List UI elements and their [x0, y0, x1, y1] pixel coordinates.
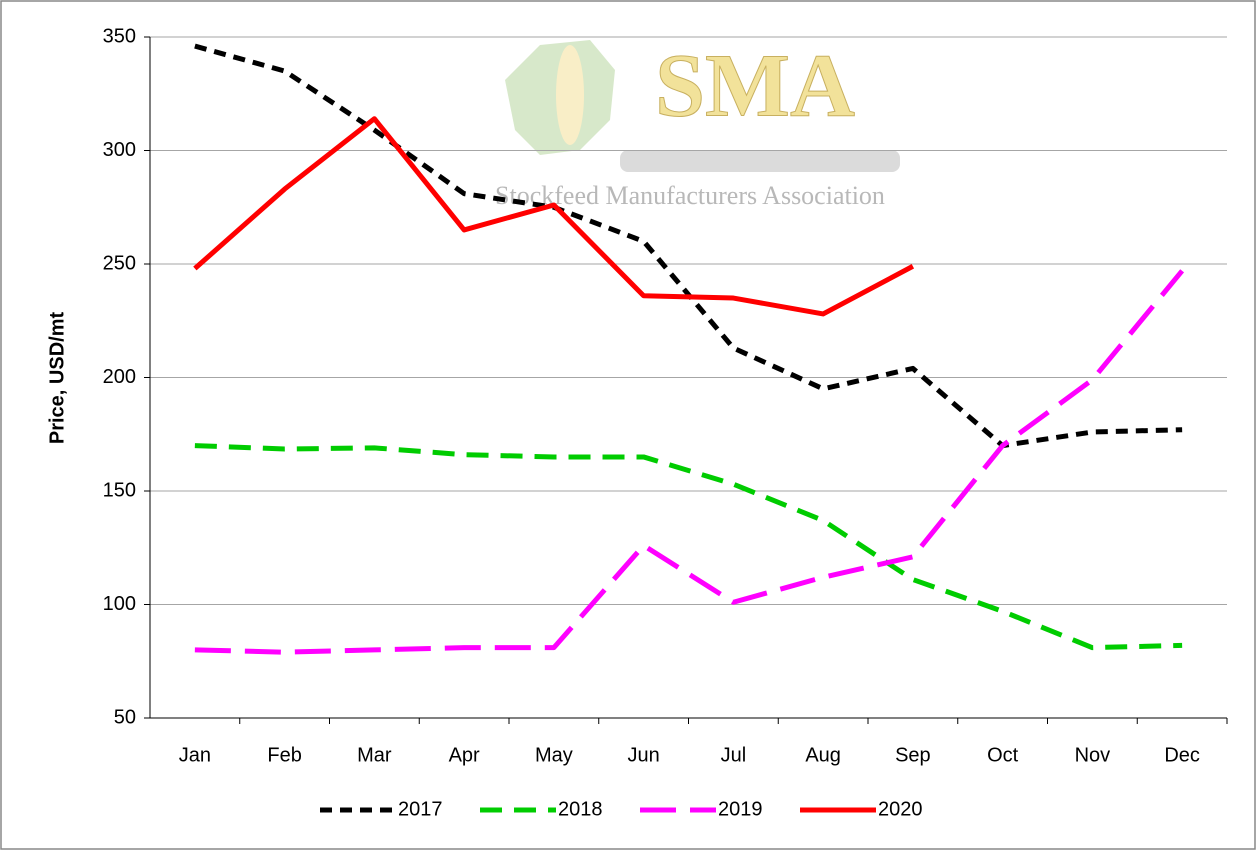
- legend-label: 2018: [558, 798, 603, 820]
- x-tick-label: May: [535, 744, 573, 766]
- watermark-title: SMA: [655, 37, 855, 136]
- x-tick-label: Jun: [628, 744, 660, 766]
- y-axis-title: Price, USD/mt: [46, 312, 68, 445]
- y-tick-label: 300: [103, 139, 136, 161]
- chart: SMA Stockfeed Manufacturers Association …: [0, 0, 1256, 850]
- y-tick-label: 150: [103, 479, 136, 501]
- x-tick-label: Jul: [721, 744, 747, 766]
- x-tick-label: Aug: [805, 744, 841, 766]
- x-tick-label: Apr: [449, 744, 480, 766]
- corn-icon: [556, 45, 584, 145]
- x-tick-label: Sep: [895, 744, 931, 766]
- animal-icons: [620, 150, 900, 172]
- legend-label: 2019: [718, 798, 763, 820]
- legend-label: 2017: [398, 798, 443, 820]
- legend-label: 2020: [878, 798, 923, 820]
- y-tick-label: 100: [103, 593, 136, 615]
- chart-frame: [1, 1, 1255, 849]
- x-tick-label: Feb: [267, 744, 301, 766]
- y-tick-label: 250: [103, 252, 136, 274]
- x-tick-label: Oct: [987, 744, 1019, 766]
- x-tick-label: Mar: [357, 744, 392, 766]
- x-tick-label: Dec: [1164, 744, 1200, 766]
- y-tick-label: 350: [103, 25, 136, 47]
- x-tick-label: Jan: [179, 744, 211, 766]
- x-tick-label: Nov: [1075, 744, 1111, 766]
- y-tick-label: 200: [103, 366, 136, 388]
- y-tick-label: 50: [114, 706, 136, 728]
